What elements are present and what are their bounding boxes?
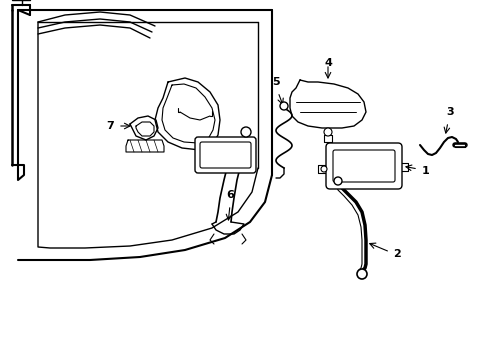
FancyBboxPatch shape — [325, 143, 401, 189]
Circle shape — [241, 127, 250, 137]
Text: 1: 1 — [421, 166, 429, 176]
Text: 4: 4 — [324, 58, 331, 68]
Circle shape — [320, 166, 326, 172]
Text: 3: 3 — [445, 107, 453, 117]
Circle shape — [333, 177, 341, 185]
Text: 6: 6 — [225, 190, 233, 200]
Text: 2: 2 — [392, 249, 400, 259]
Circle shape — [356, 269, 366, 279]
Circle shape — [324, 128, 331, 136]
FancyBboxPatch shape — [195, 137, 256, 173]
Text: 7: 7 — [106, 121, 114, 131]
Text: 5: 5 — [272, 77, 279, 87]
Circle shape — [280, 102, 287, 110]
